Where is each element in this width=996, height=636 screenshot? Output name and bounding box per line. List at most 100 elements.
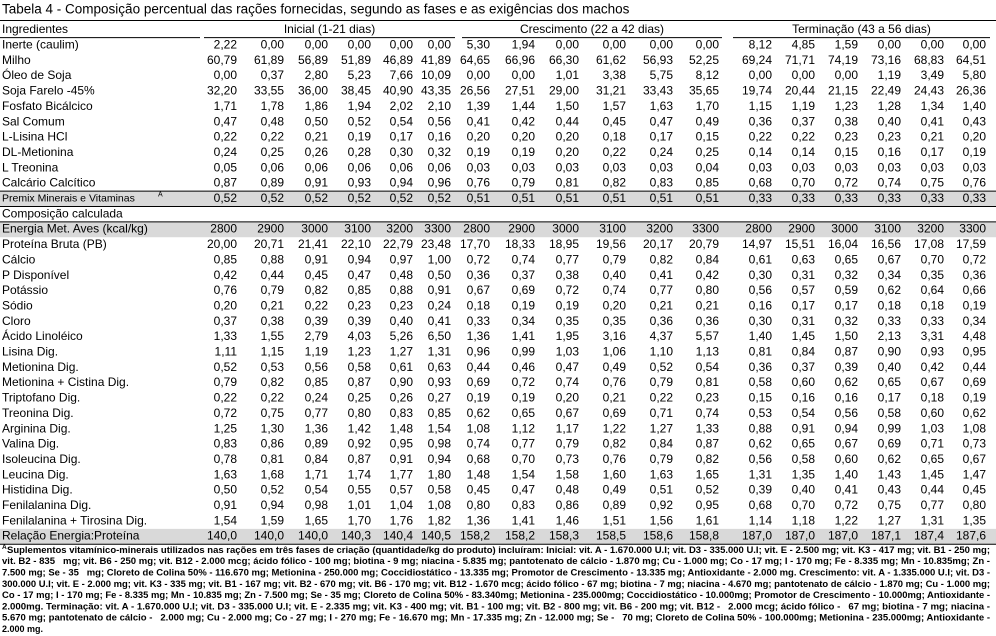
cell-value: 64,51 <box>956 53 986 67</box>
cell-value: 0,38 <box>556 268 580 282</box>
cell-value: 6,50 <box>428 329 452 343</box>
cell-value: 0,61 <box>390 360 414 374</box>
cell-value: 41,89 <box>421 53 451 67</box>
cell-value: 0,20 <box>556 130 580 144</box>
cell-value: 0,00 <box>921 38 945 52</box>
cell-value: 0,20 <box>556 145 580 159</box>
cell-value: 0,81 <box>696 375 720 389</box>
cell-value: 22,79 <box>383 237 413 251</box>
cell-value: 1,06 <box>603 345 627 359</box>
cell-value: 1,33 <box>696 421 720 435</box>
cell-value: 0,18 <box>921 298 945 312</box>
cell-value: 0,69 <box>963 375 987 389</box>
cell-value: 0,79 <box>650 375 674 389</box>
cell-value: 1,65 <box>305 513 329 527</box>
row-label: L-Lisina HCl <box>2 130 67 144</box>
cell-value: 0,76 <box>603 375 627 389</box>
cell-value: 1,19 <box>878 68 902 82</box>
cell-value: 2900 <box>788 222 815 236</box>
cell-value: 31,21 <box>596 84 626 98</box>
cell-value: 0,74 <box>467 437 491 451</box>
cell-value: 0,81 <box>556 176 580 190</box>
cell-value: 1,36 <box>305 421 329 435</box>
cell-value: 0,33 <box>749 191 773 205</box>
cell-value: 0,74 <box>512 252 536 266</box>
cell-value: 0,00 <box>305 38 329 52</box>
cell-value: 16,56 <box>871 237 901 251</box>
cell-value: 0,70 <box>921 252 945 266</box>
cell-value: 0,58 <box>428 483 452 497</box>
cell-value: 0,00 <box>467 68 491 82</box>
cell-value: 0,83 <box>650 176 674 190</box>
cell-value: 0,22 <box>749 130 773 144</box>
cell-value: 0,20 <box>603 298 627 312</box>
cell-value: 32,20 <box>207 84 237 98</box>
cell-value: 0,99 <box>878 421 902 435</box>
cell-value: 0,32 <box>428 145 452 159</box>
cell-value: 5,30 <box>467 38 491 52</box>
cell-value: 0,20 <box>556 391 580 405</box>
cell-value: 0,22 <box>305 298 329 312</box>
cell-value: 1,27 <box>878 513 902 527</box>
cell-value: 3200 <box>917 222 944 236</box>
cell-value: 1,31 <box>749 467 773 481</box>
cell-value: 0,33 <box>921 191 945 205</box>
cell-value: 0,50 <box>214 483 238 497</box>
cell-value: 0,68 <box>749 176 773 190</box>
cell-value: 0,85 <box>348 283 372 297</box>
cell-value: 0,79 <box>214 375 238 389</box>
cell-value: 0,03 <box>878 160 902 174</box>
cell-value: 0,60 <box>921 406 945 420</box>
row-label: Calcário Calcítico <box>2 176 96 190</box>
cell-value: 1,41 <box>512 329 536 343</box>
cell-value: 17,08 <box>914 237 944 251</box>
cell-value: 0,72 <box>512 375 536 389</box>
cell-value: 15,51 <box>785 237 815 251</box>
cell-value: 21,15 <box>828 84 858 98</box>
cell-value: 0,41 <box>650 268 674 282</box>
cell-value: 0,17 <box>650 130 674 144</box>
cell-value: 0,05 <box>214 160 238 174</box>
cell-value: 0,78 <box>214 452 238 466</box>
cell-value: 0,48 <box>556 483 580 497</box>
cell-value: 60,79 <box>207 53 237 67</box>
cell-value: 1,50 <box>556 99 580 113</box>
row-label: Fenilalanina Dig. <box>2 498 91 512</box>
cell-value: 17,70 <box>460 237 490 251</box>
cell-value: 0,52 <box>390 191 414 205</box>
cell-value: 73,16 <box>871 53 901 67</box>
cell-value: 1,94 <box>348 99 372 113</box>
cell-value: 14,97 <box>742 237 772 251</box>
cell-value: 0,58 <box>749 375 773 389</box>
cell-value: 0,14 <box>749 145 773 159</box>
row-label: Energia Met. Aves (kcal/kg) <box>2 222 148 236</box>
cell-value: 19,56 <box>596 237 626 251</box>
cell-value: 0,00 <box>963 38 987 52</box>
cell-value: 0,22 <box>792 130 816 144</box>
cell-value: 0,85 <box>696 176 720 190</box>
cell-value: 0,33 <box>878 314 902 328</box>
cell-value: 0,65 <box>878 375 902 389</box>
cell-value: 0,74 <box>603 283 627 297</box>
cell-value: 0,71 <box>921 437 945 451</box>
cell-value: 1,43 <box>878 467 902 481</box>
row-label: Arginina Dig. <box>2 421 71 435</box>
cell-value: 20,00 <box>207 237 237 251</box>
cell-value: 56,93 <box>643 53 673 67</box>
cell-value: 1,18 <box>792 513 816 527</box>
cell-value: 38,45 <box>341 84 371 98</box>
cell-value: 0,45 <box>603 114 627 128</box>
cell-value: 0,56 <box>749 283 773 297</box>
footnote-marker: A <box>158 192 163 199</box>
cell-value: 2,22 <box>214 38 238 52</box>
cell-value: 0,51 <box>650 191 674 205</box>
cell-value: 1,17 <box>556 421 580 435</box>
cell-value: 1,45 <box>792 329 816 343</box>
cell-value: 1,70 <box>348 513 372 527</box>
cell-value: 0,80 <box>348 406 372 420</box>
cell-value: 0,93 <box>921 345 945 359</box>
cell-value: 0,86 <box>261 437 285 451</box>
row-label: Histidina Dig. <box>2 483 73 497</box>
cell-value: 0,91 <box>390 452 414 466</box>
cell-value: 0,62 <box>835 375 859 389</box>
